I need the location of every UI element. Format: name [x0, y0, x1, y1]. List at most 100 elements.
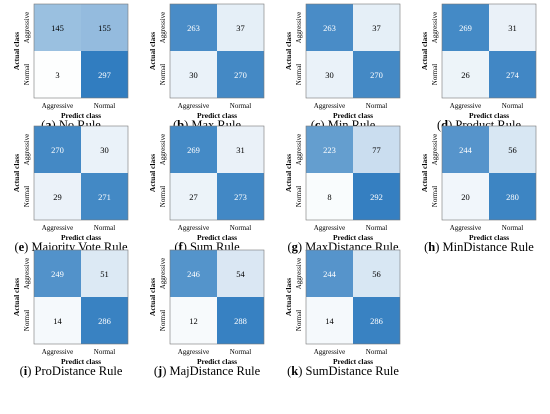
caption-paren: )	[297, 240, 306, 254]
caption-paren: )	[435, 240, 443, 254]
cell-value: 155	[98, 23, 111, 33]
caption-title: MajDistance Rule	[169, 364, 261, 378]
caption-paren: )	[24, 240, 32, 254]
x-axis-label: Predict class	[197, 233, 237, 242]
caption-paren: (	[310, 118, 315, 132]
matrix-frame	[441, 125, 537, 221]
x-axis-label: Predict class	[197, 111, 237, 120]
x-tick-label: Aggressive	[450, 224, 482, 232]
y-tick-label: Normal	[159, 310, 167, 331]
y-tick-label: Aggressive	[159, 12, 167, 44]
cell-value: 14	[53, 316, 62, 326]
matrix-cell	[81, 173, 128, 220]
cell-value: 51	[100, 269, 109, 279]
matrix-cell	[170, 173, 217, 220]
y-axis-label: Actual class	[12, 154, 21, 192]
confusion-matrix-c: 263 37 30 270 Aggressive Normal Aggressive Norm…	[276, 0, 410, 136]
x-tick-label: Aggressive	[178, 224, 210, 232]
matrix-cell	[489, 51, 536, 98]
matrix-cell	[442, 173, 489, 220]
caption-letter: d	[441, 118, 449, 132]
matrix-cell	[81, 250, 128, 297]
caption-paren: )	[162, 364, 170, 378]
y-axis-label: Actual class	[420, 154, 429, 192]
cell-value: 263	[187, 23, 200, 33]
cell-value: 37	[236, 23, 245, 33]
matrix-cell	[34, 51, 81, 98]
cell-value: 244	[459, 145, 473, 155]
caption-paren: )	[320, 118, 328, 132]
caption-paren: )	[298, 364, 306, 378]
caption-paren: (	[153, 364, 159, 378]
cell-value: 223	[323, 145, 336, 155]
y-tick-label: Aggressive	[159, 258, 167, 290]
confusion-matrix-i: 249 51 14 286 Aggressive Normal Aggressive Norm…	[4, 246, 138, 382]
cell-value: 56	[372, 269, 381, 279]
x-axis-label: Predict class	[469, 233, 509, 242]
cell-value: 273	[234, 192, 247, 202]
matrix-frame	[33, 125, 129, 221]
cell-value: 145	[51, 23, 64, 33]
caption-letter: e	[18, 240, 25, 254]
cell-value: 269	[187, 145, 200, 155]
y-tick-label: Aggressive	[159, 134, 167, 166]
x-tick-label: Normal	[94, 102, 115, 110]
matrix-cell	[353, 173, 400, 220]
x-tick-label: Normal	[94, 348, 115, 356]
x-tick-label: Normal	[366, 102, 387, 110]
matrix-frame	[305, 249, 401, 345]
y-tick-label: Normal	[295, 310, 303, 331]
panel-caption: (i) ProDistance Rule	[4, 364, 138, 379]
x-tick-label: Aggressive	[178, 102, 210, 110]
cell-value: 271	[98, 192, 111, 202]
matrix-cell	[489, 4, 536, 51]
matrix-cell	[81, 126, 128, 173]
x-tick-label: Normal	[366, 224, 387, 232]
y-axis-label: Actual class	[284, 278, 293, 316]
y-tick-label: Aggressive	[23, 12, 31, 44]
y-tick-label: Aggressive	[23, 134, 31, 166]
matrix-cell	[353, 297, 400, 344]
matrix-svg: 223 77 8 292 Aggressive Normal Aggressive Norma…	[284, 125, 401, 242]
matrix-cell	[170, 297, 217, 344]
cell-value: 286	[370, 316, 383, 326]
panel-caption: (k) SumDistance Rule	[276, 364, 410, 379]
confusion-matrix-f: 269 31 27 273 Aggressive Normal Aggressive Norm…	[140, 122, 274, 258]
caption-letter: c	[314, 118, 321, 132]
cell-value: 280	[506, 192, 519, 202]
matrix-cell	[170, 250, 217, 297]
y-tick-label: Normal	[23, 186, 31, 207]
x-axis-label: Predict class	[469, 111, 509, 120]
matrix-svg: 145 155 3 297 Aggressive Normal Aggressive Norm…	[12, 3, 129, 120]
panel-caption: (j) MajDistance Rule	[140, 364, 274, 379]
matrix-svg: 244 56 20 280 Aggressive Normal Aggressive Norm…	[420, 125, 537, 242]
cell-value: 292	[370, 192, 383, 202]
matrix-cell	[217, 51, 264, 98]
y-axis-label: Actual class	[284, 154, 293, 192]
cell-value: 37	[372, 23, 381, 33]
y-tick-label: Normal	[295, 64, 303, 85]
caption-letter: j	[158, 364, 163, 378]
matrix-svg: 269 31 26 274 Aggressive Normal Aggressive Norm…	[420, 3, 537, 120]
matrix-cell	[81, 297, 128, 344]
x-tick-label: Aggressive	[314, 102, 346, 110]
x-tick-label: Aggressive	[178, 348, 210, 356]
caption-paren: (	[172, 118, 178, 132]
matrix-cell	[81, 4, 128, 51]
x-tick-label: Aggressive	[42, 224, 74, 232]
x-axis-label: Predict class	[61, 357, 101, 366]
caption-paren: (	[287, 240, 292, 254]
y-tick-label: Aggressive	[295, 134, 303, 166]
x-tick-label: Aggressive	[450, 102, 482, 110]
y-tick-label: Aggressive	[295, 258, 303, 290]
cell-value: 288	[234, 316, 247, 326]
cell-value: 249	[51, 269, 64, 279]
cell-value: 77	[372, 145, 381, 155]
matrix-frame	[169, 3, 265, 99]
matrix-svg: 249 51 14 286 Aggressive Normal Aggressive Norm…	[12, 249, 129, 366]
y-tick-label: Normal	[159, 64, 167, 85]
matrix-cell	[34, 4, 81, 51]
x-tick-label: Normal	[94, 224, 115, 232]
matrix-cell	[217, 4, 264, 51]
